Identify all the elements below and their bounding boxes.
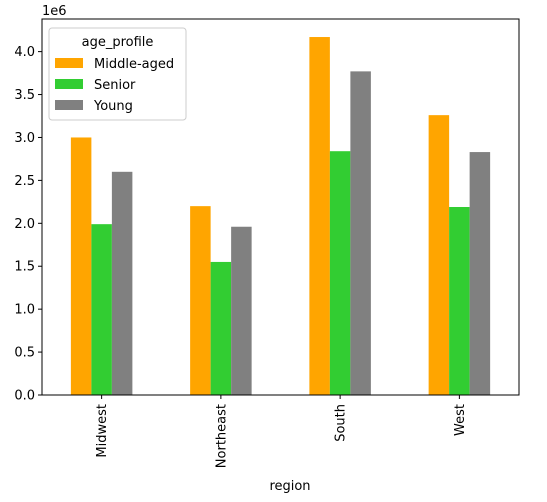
- y-tick-label: 3.5: [14, 88, 35, 103]
- legend-label-young: Young: [93, 99, 133, 114]
- y-tick-label: 0.0: [14, 389, 35, 404]
- bar-senior-midwest: [91, 224, 112, 395]
- legend: age_profile Middle-aged Senior Young: [48, 27, 187, 121]
- legend-swatch-senior: [55, 79, 83, 89]
- legend-title: age_profile: [82, 35, 154, 50]
- y-tick-label: 3.0: [14, 131, 35, 146]
- x-tick-label-south: South: [334, 404, 349, 442]
- y-tick-label: 0.5: [14, 346, 35, 361]
- bar-young-midwest: [111, 171, 133, 395]
- legend-label-senior: Senior: [94, 78, 136, 93]
- plot-frame: [41, 18, 520, 396]
- y-tick-label: 2.0: [14, 217, 35, 232]
- y-tick-label: 2.5: [14, 174, 35, 189]
- y-tick-label: 4.0: [14, 45, 35, 60]
- x-tick-label-northeast: Northeast: [214, 404, 229, 468]
- bar-young-northeast: [231, 226, 252, 395]
- bar-young-south: [350, 71, 371, 396]
- x-tick-label-midwest: Midwest: [95, 404, 110, 458]
- y-tick-label: 1.5: [14, 260, 35, 275]
- bar-middle-aged-midwest: [70, 137, 92, 395]
- y-axis: 0.0 0.5 1.0 1.5 2.0 2.5 3.0 3.5 4.0: [14, 45, 42, 404]
- x-axis-label: region: [269, 479, 310, 494]
- bar-middle-aged-south: [309, 37, 330, 395]
- legend-label-middle-aged: Middle-aged: [94, 57, 174, 72]
- legend-swatch-young: [55, 100, 83, 110]
- bar-middle-aged-west: [428, 115, 450, 396]
- bars-layer: [70, 37, 491, 396]
- legend-items: Middle-aged Senior Young: [55, 57, 174, 114]
- legend-swatch-middle-aged: [55, 58, 83, 68]
- bar-senior-northeast: [210, 261, 232, 395]
- x-tick-label-west: West: [453, 404, 468, 436]
- legend-box: [48, 27, 187, 121]
- y-offset-label: 1e6: [42, 4, 67, 19]
- bar-young-west: [469, 152, 491, 395]
- bar-senior-west: [449, 207, 470, 395]
- bar-middle-aged-northeast: [190, 206, 211, 395]
- bar-senior-south: [329, 151, 351, 395]
- y-tick-label: 1.0: [14, 303, 35, 318]
- x-axis: Midwest Northeast South West: [95, 395, 468, 468]
